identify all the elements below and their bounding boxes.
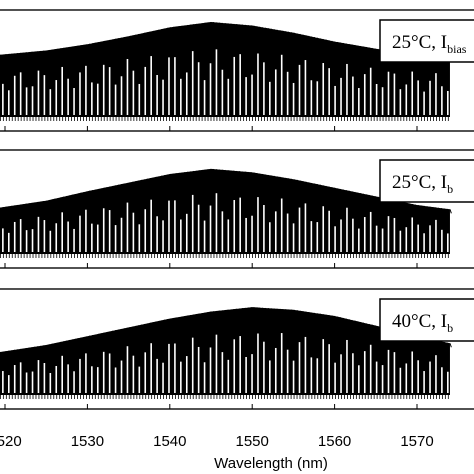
- panel-legend: 25°C, Ib: [379, 159, 474, 203]
- x-tick-label: 1520: [0, 433, 22, 450]
- x-tick-label: 1530: [71, 433, 104, 450]
- legend-box: [379, 19, 474, 63]
- spectrum-baseline: [0, 117, 449, 121]
- legend-main-text: 25°C, I: [392, 32, 447, 53]
- legend-label: 25°C, Ib: [392, 172, 453, 196]
- panel-border: [0, 9, 474, 132]
- legend-sub-text: b: [447, 182, 453, 196]
- legend-main-text: 40°C, I: [392, 311, 447, 332]
- x-tick-label: 1550: [236, 433, 269, 450]
- spectrum-envelope: [0, 168, 450, 254]
- spectrum-comb-edge: [0, 168, 452, 214]
- spectrum-panel: 25°C, Ib: [0, 149, 474, 269]
- legend-label: 40°C, Ib: [392, 311, 453, 335]
- panel-border: [0, 149, 474, 269]
- x-axis-label: Wavelength (nm): [214, 455, 328, 472]
- legend-label: 25°C, Ibias: [392, 32, 467, 56]
- legend-box: [379, 159, 474, 203]
- panel-legend: 40°C, Ib: [379, 298, 474, 342]
- spectrum-panel: 40°C, Ib: [0, 288, 474, 410]
- x-tick-label: 1570: [400, 433, 433, 450]
- legend-box: [379, 298, 474, 342]
- spectrum-baseline: [0, 254, 449, 258]
- x-tick-label: 1540: [153, 433, 186, 450]
- legend-main-text: 25°C, I: [392, 172, 447, 193]
- x-tick-label: 1560: [318, 433, 351, 450]
- spectrum-envelope: [0, 307, 450, 395]
- legend-sub-text: b: [447, 321, 453, 335]
- spectrum-baseline: [0, 395, 449, 399]
- legend-sub-text: bias: [447, 42, 467, 56]
- spectrum-panel: 25°C, Ibias: [0, 9, 474, 132]
- x-axis: 1520 1530 1540 1550 1560 1570: [0, 433, 434, 450]
- panel-legend: 25°C, Ibias: [379, 19, 474, 63]
- panel-border: [0, 288, 474, 410]
- spectrum-envelope: [0, 22, 450, 117]
